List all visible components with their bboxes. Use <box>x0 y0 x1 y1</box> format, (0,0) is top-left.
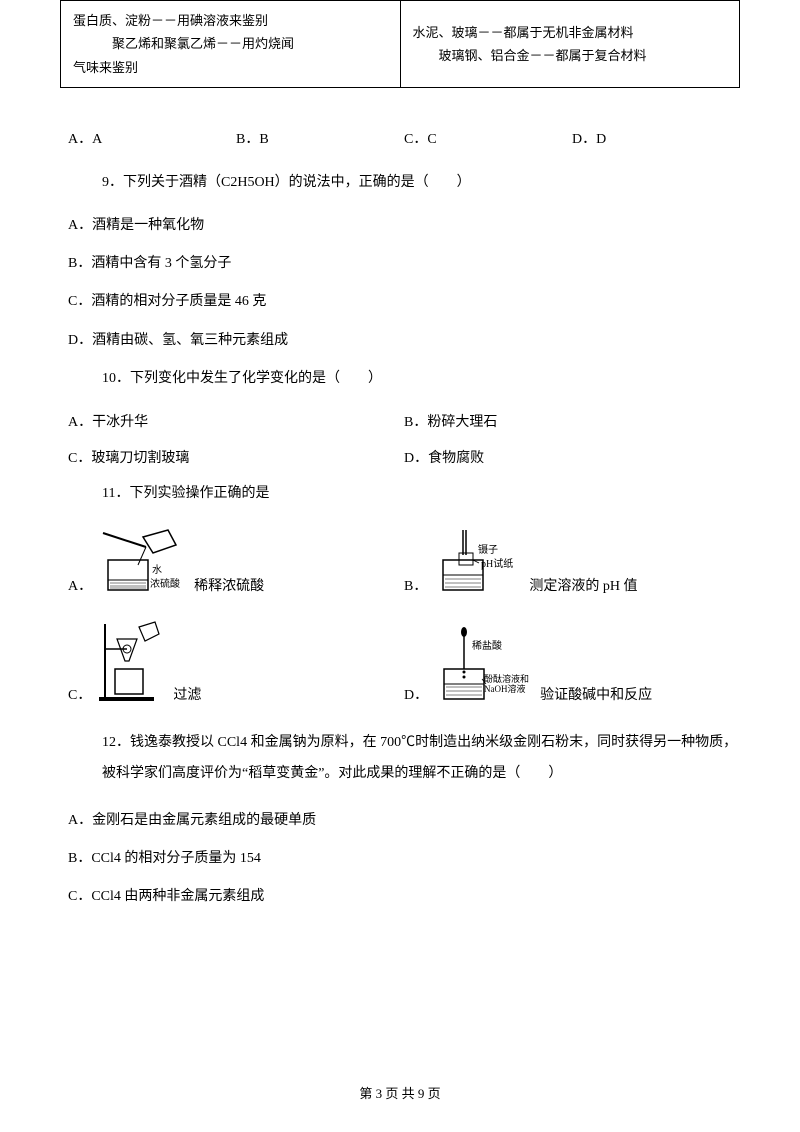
q10-d: D．食物腐败 <box>404 447 740 467</box>
option-a: A．A <box>68 128 236 148</box>
beaker-pour-icon: 水 浓硫酸 <box>98 525 188 595</box>
naoh-label: NaOH溶液 <box>484 683 526 694</box>
q11-d-prefix: D． <box>404 684 428 704</box>
q10-text: 10．下列变化中发生了化学变化的是（ ） <box>60 368 740 390</box>
page-footer: 第 3 页 共 9 页 <box>0 1083 800 1102</box>
option-c: C．C <box>404 128 572 148</box>
q11-a-text: 稀释浓硫酸 <box>194 575 264 595</box>
q11-b-text: 测定溶液的 pH 值 <box>529 575 637 595</box>
water-label: 水 <box>152 564 162 576</box>
q11-option-c: C． 过滤 <box>68 619 404 704</box>
q10-c: C．玻璃刀切割玻璃 <box>68 447 404 467</box>
neutralize-icon: 稀盐酸 酚酞溶液和 NaOH溶液 <box>434 624 534 704</box>
q11-option-a: A． 水 浓硫酸 稀释浓硫酸 <box>68 525 404 595</box>
q10-b: B．粉碎大理石 <box>404 411 740 431</box>
q12-text: 12．钱逸泰教授以 CCl4 和金属钠为原料，在 700℃时制造出纳米级金刚石粉… <box>60 728 740 790</box>
comparison-table: 蛋白质、淀粉－－用碘溶液来鉴别 聚乙烯和聚氯乙烯－－用灼烧闻 气味来鉴别 水泥、… <box>60 0 740 88</box>
phenol-label: 酚酞溶液和 <box>484 673 529 684</box>
table-right-line2: 玻璃钢、铝合金－－都属于复合材料 <box>413 44 647 67</box>
q11-c-text: 过滤 <box>173 684 201 704</box>
q11-option-b: B． 镊子 pH试纸 测定溶液的 pH 值 <box>404 525 740 595</box>
table-cell-left: 蛋白质、淀粉－－用碘溶液来鉴别 聚乙烯和聚氯乙烯－－用灼烧闻 气味来鉴别 <box>61 1 401 88</box>
option-b: B．B <box>236 128 404 148</box>
dilute-hcl-label: 稀盐酸 <box>472 639 502 652</box>
filter-icon <box>97 619 167 704</box>
q11-text: 11．下列实验操作正确的是 <box>60 483 740 505</box>
q11-d-text: 验证酸碱中和反应 <box>540 684 652 704</box>
ph-paper-label: pH试纸 <box>481 557 513 570</box>
table-left-line2: 聚乙烯和聚氯乙烯－－用灼烧闻 <box>73 32 294 55</box>
table-cell-right: 水泥、玻璃－－都属于无机非金属材料 玻璃钢、铝合金－－都属于复合材料 <box>400 1 740 88</box>
table-right-line1: 水泥、玻璃－－都属于无机非金属材料 <box>413 25 634 40</box>
option-d: D．D <box>572 128 740 148</box>
ph-test-icon: 镊子 pH试纸 <box>433 525 523 595</box>
q10-a: A．干冰升华 <box>68 411 404 431</box>
q8-options: A．A B．B C．C D．D <box>60 128 740 148</box>
q9-c: C．酒精的相对分子质量是 46 克 <box>60 291 740 313</box>
q9-text: 9．下列关于酒精（C2H5OH）的说法中，正确的是（ ） <box>60 172 740 194</box>
q11-b-prefix: B． <box>404 575 427 595</box>
q11-c-prefix: C． <box>68 684 91 704</box>
table-left-line1: 蛋白质、淀粉－－用碘溶液来鉴别 <box>73 13 268 28</box>
tweezers-label: 镊子 <box>478 544 498 556</box>
q9-a: A．酒精是一种氧化物 <box>60 215 740 237</box>
q11-option-d: D． 稀盐酸 酚酞溶液和 NaOH溶液 验证酸碱中和反应 <box>404 624 740 704</box>
q9-d: D．酒精由碳、氢、氧三种元素组成 <box>60 330 740 352</box>
q9-b: B．酒精中含有 3 个氢分子 <box>60 253 740 275</box>
q12-a: A．金刚石是由金属元素组成的最硬单质 <box>60 810 740 832</box>
acid-label: 浓硫酸 <box>150 577 180 590</box>
q12-c: C．CCl4 由两种非金属元素组成 <box>60 886 740 908</box>
table-left-line3: 气味来鉴别 <box>73 60 138 75</box>
q12-b: B．CCl4 的相对分子质量为 154 <box>60 848 740 870</box>
q11-a-prefix: A． <box>68 575 92 595</box>
